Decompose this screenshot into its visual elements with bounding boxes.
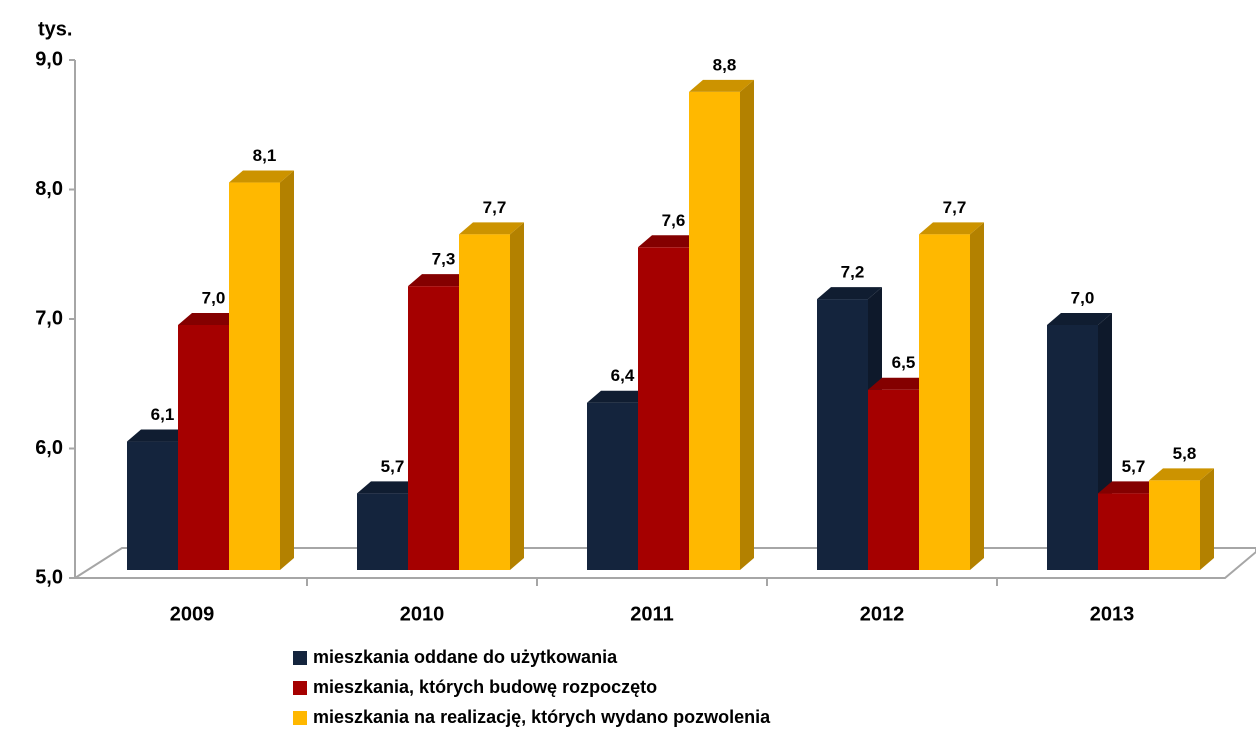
bar-side [1200, 468, 1214, 570]
bar [817, 299, 868, 570]
data-label: 8,8 [713, 55, 737, 74]
data-label: 8,1 [253, 146, 277, 165]
x-tick-label: 2009 [170, 603, 215, 625]
bar [229, 182, 280, 571]
data-label: 7,0 [1071, 288, 1095, 307]
data-label: 7,7 [483, 198, 507, 217]
data-label: 7,6 [662, 211, 686, 230]
x-tick-label: 2011 [630, 603, 673, 625]
x-tick-label: 2013 [1090, 603, 1135, 625]
data-label: 6,4 [611, 366, 635, 385]
bar-top [408, 274, 473, 287]
data-label: 7,7 [943, 198, 967, 217]
bar-side [510, 222, 524, 570]
bar-top [459, 222, 524, 235]
bar-top [817, 287, 882, 300]
data-label: 7,0 [202, 288, 226, 307]
bar [1047, 325, 1098, 570]
y-tick-label: 6,0 [35, 437, 63, 459]
bar-side [280, 170, 294, 571]
data-label: 5,8 [1173, 444, 1197, 463]
y-tick-label: 5,0 [35, 566, 63, 588]
y-tick-label: 9,0 [35, 48, 63, 70]
x-tick-label: 2010 [400, 603, 445, 625]
legend-swatch [293, 711, 307, 725]
bar-top [229, 170, 294, 183]
bar [868, 389, 919, 570]
bar [459, 234, 510, 570]
y-tick-label: 8,0 [35, 178, 63, 200]
bar-top [689, 79, 754, 92]
bar-top [127, 429, 192, 442]
bar-top [638, 235, 703, 248]
legend-swatch [293, 651, 307, 665]
x-tick-label: 2012 [860, 603, 905, 625]
bar [1098, 493, 1149, 570]
bar-top [1098, 481, 1163, 494]
bar-top [178, 313, 243, 325]
legend-swatch [293, 681, 307, 695]
bar-top [919, 222, 984, 235]
unit-label: tys. [38, 18, 72, 40]
data-label: 6,1 [151, 405, 175, 424]
bar [357, 493, 408, 570]
data-label: 7,2 [841, 263, 865, 282]
bar-side [970, 222, 984, 570]
bar [919, 234, 970, 570]
bar-top [587, 390, 652, 403]
bar-top [357, 481, 422, 494]
data-label: 6,5 [892, 353, 916, 372]
legend-label: mieszkania, których budowę rozpoczęto [313, 677, 657, 697]
legend-label: mieszkania na realizację, których wydano… [313, 707, 771, 727]
bar [689, 91, 740, 571]
data-label: 7,3 [432, 250, 456, 269]
bar [638, 247, 689, 571]
data-label: 5,7 [381, 457, 405, 476]
bar [127, 441, 178, 570]
bar [408, 286, 459, 570]
y-tick-label: 7,0 [35, 307, 63, 329]
floor [71, 547, 1256, 579]
bar [587, 402, 638, 570]
bar [1149, 480, 1200, 570]
bar-top [868, 377, 933, 390]
bar-top [1149, 468, 1214, 481]
legend-label: mieszkania oddane do użytkowania [313, 647, 618, 667]
bar-side [740, 79, 754, 571]
bar [178, 325, 229, 570]
bar-top [1047, 313, 1112, 325]
data-label: 5,7 [1122, 457, 1146, 476]
